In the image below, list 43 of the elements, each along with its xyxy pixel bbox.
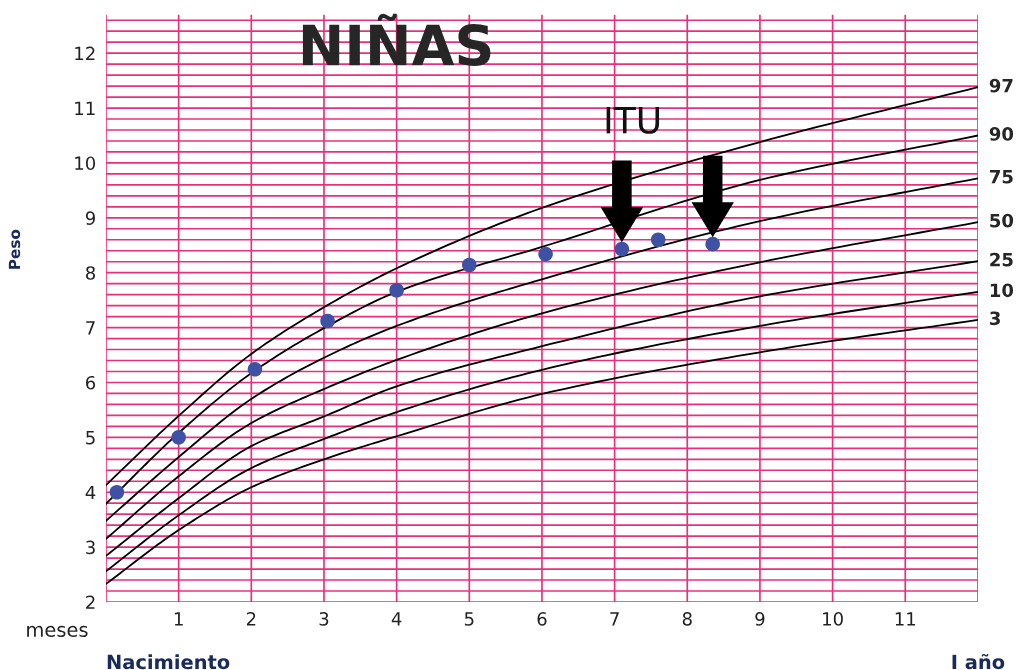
y-tick-label: 3 [86, 540, 95, 555]
x-tick-label: 3 [319, 612, 329, 626]
point [650, 232, 666, 248]
point [389, 282, 404, 298]
point [538, 246, 553, 262]
x-tick-label: 11 [895, 612, 916, 626]
y-axis-title: Peso [8, 229, 21, 269]
x-tick-label: 5 [464, 612, 474, 626]
point [320, 313, 335, 329]
x-tick-label: 6 [537, 612, 547, 626]
series-label: 75 [990, 170, 1013, 184]
x-tick-label: 2 [246, 612, 256, 626]
x-tick-label: 1 [174, 612, 183, 626]
y-tick-label: 8 [86, 266, 96, 280]
text: Nacimiento [107, 654, 230, 670]
y-tick-label: 11 [75, 101, 95, 115]
x-tick-label: 8 [682, 612, 692, 626]
series-label: 25 [990, 252, 1013, 267]
y-tick-label: 12 [75, 46, 95, 61]
x-tick-label: 9 [755, 612, 765, 626]
point [614, 241, 630, 257]
y-tick-label: 6 [86, 375, 96, 390]
series-label: 50 [990, 213, 1014, 228]
y-tick-label: 2 [86, 595, 95, 609]
point [109, 484, 125, 500]
y-tick-label: 10 [75, 156, 96, 171]
series-label: 90 [989, 127, 1014, 141]
point [705, 236, 720, 252]
y-tick-label: 4 [85, 485, 96, 500]
point [462, 257, 477, 273]
series-label: 97 [989, 78, 1013, 93]
point [171, 430, 186, 445]
y-tick-label: 9 [85, 211, 95, 225]
text: I año [952, 653, 1005, 670]
x-tick-label: 10 [823, 612, 843, 626]
series-label: 3 [990, 311, 1000, 326]
x-tick-label: 4 [391, 612, 402, 626]
y-tick-label: 7 [86, 321, 95, 335]
series-label: 10 [990, 283, 1014, 298]
point [247, 362, 263, 377]
x-axis-title: meses [27, 625, 88, 637]
y-tick-label: 5 [86, 431, 95, 445]
x-tick-label: 7 [610, 612, 619, 626]
